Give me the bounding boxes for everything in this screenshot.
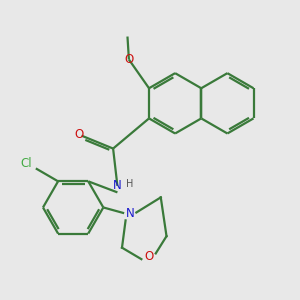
- Text: H: H: [126, 179, 133, 189]
- Text: O: O: [124, 53, 134, 66]
- Text: O: O: [144, 250, 153, 263]
- Text: O: O: [74, 128, 83, 141]
- Text: N: N: [126, 207, 135, 220]
- Text: N: N: [113, 179, 122, 192]
- Text: Cl: Cl: [20, 157, 32, 170]
